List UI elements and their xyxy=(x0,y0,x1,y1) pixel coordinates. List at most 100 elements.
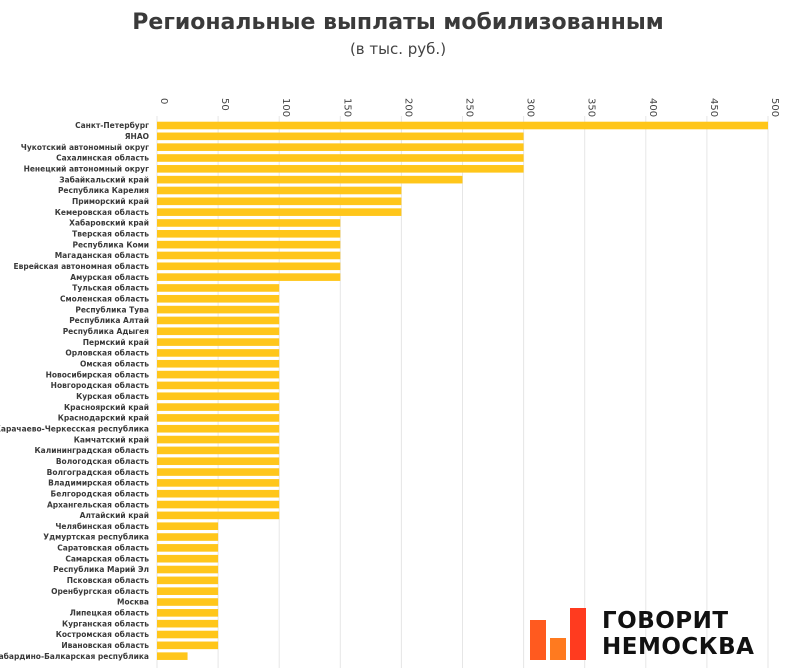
category-label: Кемеровская область xyxy=(55,208,149,217)
x-tick-label: 450 xyxy=(708,98,719,117)
chart-title: Региональные выплаты мобилизованным xyxy=(132,10,664,35)
bar xyxy=(157,197,402,206)
bar xyxy=(157,316,280,325)
bar xyxy=(157,327,280,336)
category-label: Калининградская область xyxy=(35,446,150,455)
category-label: Москва xyxy=(117,598,149,607)
category-label: Курская область xyxy=(76,392,149,401)
category-label: Белгородская область xyxy=(51,489,150,498)
x-tick-label: 350 xyxy=(586,98,597,117)
category-label: Еврейская автономная область xyxy=(13,262,149,271)
category-label: Самарская область xyxy=(65,554,149,563)
bar xyxy=(157,392,280,401)
bar xyxy=(157,587,219,595)
bar xyxy=(157,251,341,260)
logo-bar-middle xyxy=(550,638,566,660)
category-label: Республика Тува xyxy=(75,305,149,314)
chart-subtitle: (в тыс. руб.) xyxy=(349,40,447,58)
category-label: Омская область xyxy=(80,359,149,368)
category-label: Республика Марий Эл xyxy=(53,565,149,574)
bar xyxy=(157,565,219,574)
x-tick-label: 100 xyxy=(280,98,291,117)
category-label: Тульская область xyxy=(72,284,149,293)
category-label: Новосибирская область xyxy=(46,370,150,379)
bar xyxy=(157,500,280,509)
category-label: Удмуртская республика xyxy=(43,533,149,542)
x-tick-label: 150 xyxy=(341,98,352,117)
logo-bar-right xyxy=(570,608,586,660)
category-label: Курганская область xyxy=(62,619,149,628)
bar xyxy=(157,240,341,249)
bar xyxy=(157,479,280,487)
category-label: Алтайский край xyxy=(80,511,149,520)
x-tick-label: 50 xyxy=(219,98,230,111)
category-label: Республика Коми xyxy=(72,240,149,249)
bar xyxy=(157,619,219,628)
bar xyxy=(157,630,219,639)
bar xyxy=(157,522,219,531)
bar xyxy=(157,533,219,541)
bar xyxy=(157,338,280,346)
category-label: ЯНАО xyxy=(125,132,149,141)
category-label: Сахалинская область xyxy=(56,154,149,163)
category-label: Архангельская область xyxy=(47,500,149,509)
x-tick-label: 300 xyxy=(525,98,536,117)
category-label: Саратовская область xyxy=(57,544,149,553)
bar xyxy=(157,284,280,292)
bar xyxy=(157,175,463,184)
bar xyxy=(157,359,280,368)
bar xyxy=(157,121,768,130)
bar xyxy=(157,554,219,563)
category-label: Республика Карелия xyxy=(58,186,149,195)
bar xyxy=(157,208,402,216)
category-label: Чукотский автономный округ xyxy=(21,143,149,152)
brand-line-1: ГОВОРИТ xyxy=(602,608,729,634)
category-label: Карачаево-Черкесская республика xyxy=(0,424,149,433)
x-tick-label: 500 xyxy=(769,98,780,117)
category-label: Республика Адыгея xyxy=(63,327,149,336)
bar xyxy=(157,165,524,173)
bar xyxy=(157,294,280,303)
category-label: Вологодская область xyxy=(56,457,149,466)
category-label: Краснодарский край xyxy=(58,414,149,423)
category-label: Магаданская область xyxy=(55,251,150,260)
bar xyxy=(157,457,280,466)
bar xyxy=(157,576,219,585)
bar xyxy=(157,403,280,411)
bar xyxy=(157,652,188,660)
logo-bar-left xyxy=(530,620,546,660)
category-label: Камчатский край xyxy=(74,435,149,444)
category-label: Приморский край xyxy=(72,197,149,206)
category-label: Пермский край xyxy=(83,338,149,347)
bar xyxy=(157,424,280,433)
category-label: Челябинская область xyxy=(55,522,149,531)
category-label: Красноярский край xyxy=(64,403,149,412)
category-label: Амурская область xyxy=(70,273,149,282)
bar xyxy=(157,262,341,271)
x-tick-label: 250 xyxy=(464,98,475,117)
category-label: Смоленская область xyxy=(60,294,149,303)
category-label: Ивановская область xyxy=(61,641,149,650)
category-label: Липецкая область xyxy=(70,609,150,618)
x-tick-label: 400 xyxy=(647,98,658,117)
bar xyxy=(157,381,280,390)
brand-logo-icon xyxy=(530,608,586,660)
category-label: Забайкальский край xyxy=(59,175,149,184)
category-label: Оренбургская область xyxy=(51,587,149,596)
bar xyxy=(157,273,341,281)
bar xyxy=(157,489,280,498)
bar xyxy=(157,609,219,617)
category-label: Республика Алтай xyxy=(69,316,149,325)
bar xyxy=(157,305,280,314)
category-label: Волгоградская область xyxy=(47,468,150,477)
x-tick-label: 200 xyxy=(402,98,413,117)
bar xyxy=(157,132,524,141)
bar xyxy=(157,230,341,238)
bar xyxy=(157,435,280,444)
bar xyxy=(157,370,280,379)
bar xyxy=(157,641,219,650)
bar xyxy=(157,414,280,422)
category-label: Хабаровский край xyxy=(69,219,149,228)
bar xyxy=(157,598,219,606)
